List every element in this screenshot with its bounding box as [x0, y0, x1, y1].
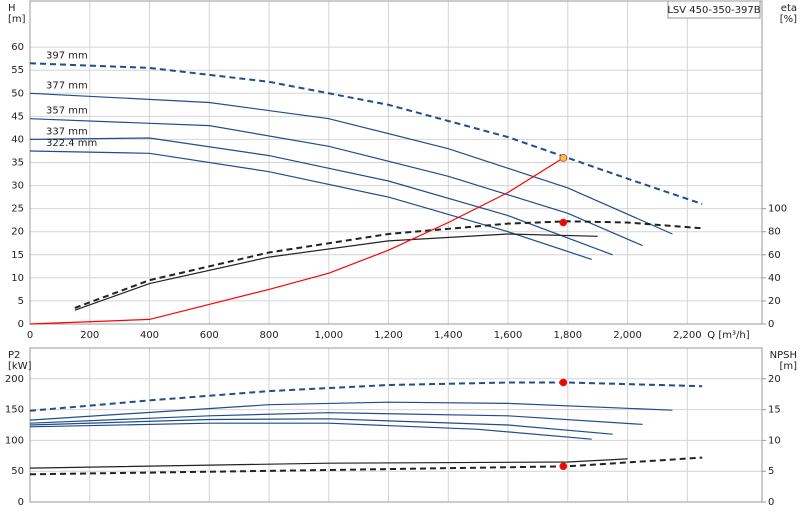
curve-label: 397 mm	[46, 50, 88, 61]
x-tick-label: 1,800	[553, 330, 582, 341]
x-tick-label: 400	[140, 330, 159, 341]
x-tick-label: 1,200	[374, 330, 403, 341]
y-axis-label: P2	[8, 350, 20, 361]
y2-tick-label: 40	[768, 273, 781, 284]
y-tick-label: 5	[18, 296, 24, 307]
operating-point	[559, 218, 568, 227]
x-tick-label: 200	[80, 330, 99, 341]
operating-point	[559, 378, 568, 387]
y-tick-label: 150	[5, 405, 24, 416]
y2-tick-label: 0	[768, 497, 774, 508]
plot-frame	[29, 0, 763, 325]
y-tick-label: 100	[5, 435, 24, 446]
y2-axis-label: eta	[781, 3, 797, 14]
x-tick-label: 800	[259, 330, 278, 341]
y-tick-label: 55	[11, 65, 24, 76]
y2-tick-label: 10	[768, 435, 781, 446]
y-axis-unit: [kW]	[8, 361, 32, 372]
y-tick-label: 50	[11, 88, 24, 99]
operating-point	[559, 462, 568, 471]
curve	[74, 233, 598, 311]
curve	[29, 418, 613, 435]
curve-label: 322.4 mm	[46, 138, 97, 149]
y2-axis-unit: [%]	[780, 14, 797, 25]
y2-axis-label: NPSH	[770, 350, 797, 361]
y-tick-label: 25	[11, 204, 24, 215]
y2-tick-label: 20	[768, 374, 781, 385]
y-tick-label: 10	[11, 273, 24, 284]
curve	[29, 381, 703, 412]
y2-axis-unit: [m]	[779, 361, 797, 372]
title-box	[667, 0, 761, 19]
curve	[29, 62, 703, 205]
curve	[74, 220, 703, 309]
curve	[29, 150, 592, 260]
curve	[29, 422, 592, 440]
chart-title: LSV 450-350-397B	[667, 5, 760, 16]
y-axis-label: H	[8, 3, 16, 14]
x-axis-label: Q [m³/h]	[707, 330, 749, 341]
y2-tick-label: 20	[768, 296, 781, 307]
y2-tick-label: 5	[768, 466, 774, 477]
y2-tick-label: 0	[768, 319, 774, 330]
y-tick-label: 200	[5, 374, 24, 385]
curve	[29, 458, 628, 469]
x-tick-label: 2,200	[673, 330, 702, 341]
x-tick-label: 2,000	[613, 330, 642, 341]
x-tick-label: 1,000	[314, 330, 343, 341]
y-tick-label: 0	[18, 497, 24, 508]
curve	[29, 412, 643, 425]
x-tick-label: 600	[200, 330, 219, 341]
y-tick-label: 45	[11, 111, 24, 122]
y2-tick-label: 15	[768, 405, 781, 416]
x-tick-label: 0	[27, 330, 33, 341]
y-tick-label: 15	[11, 250, 24, 261]
curve-label: 337 mm	[46, 126, 88, 137]
y-tick-label: 60	[11, 42, 24, 53]
y-axis-unit: [m]	[8, 14, 26, 25]
curve	[29, 157, 564, 325]
y2-tick-label: 100	[768, 204, 787, 215]
y-tick-label: 35	[11, 158, 24, 169]
y2-tick-label: 60	[768, 250, 781, 261]
curve	[29, 92, 673, 235]
y-tick-label: 40	[11, 134, 24, 145]
curve-label: 377 mm	[46, 80, 88, 91]
curve	[29, 118, 643, 247]
curve-label: 357 mm	[46, 106, 88, 117]
x-tick-label: 1,400	[434, 330, 463, 341]
y-tick-label: 30	[11, 181, 24, 192]
y-tick-label: 50	[11, 466, 24, 477]
curve	[29, 456, 703, 476]
x-tick-label: 1,600	[494, 330, 523, 341]
curve	[29, 401, 673, 421]
y-tick-label: 0	[18, 319, 24, 330]
operating-point	[559, 153, 568, 162]
y2-tick-label: 80	[768, 227, 781, 238]
y-tick-label: 20	[11, 227, 24, 238]
